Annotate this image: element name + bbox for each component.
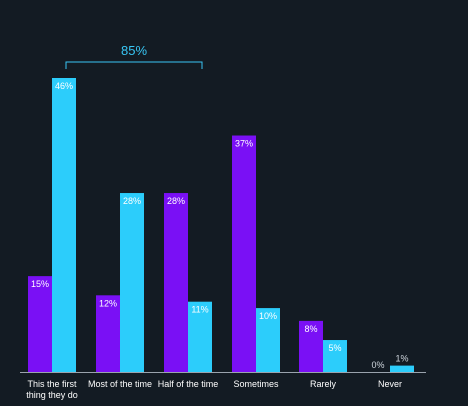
bar-s2-c2 [120, 193, 144, 372]
bar-s2-c1 [52, 78, 76, 372]
bar-s1-c1 [28, 276, 52, 372]
bar-label-s1-c5: 8% [304, 324, 317, 334]
bar-labels-layer: 15% 12% 28% 37% 8% 0% 46% 28% 11% 10% 5% 1% [31, 81, 409, 370]
bar-label-s1-c6: 0% [371, 360, 384, 370]
bar-label-s1-c1: 15% [31, 279, 49, 289]
category-label-3: Half of the time [158, 379, 219, 389]
category-label-6: Never [378, 379, 402, 389]
bar-s1-c5 [299, 320, 323, 372]
bars-layer [28, 78, 414, 372]
category-label-2: Most of the time [88, 379, 152, 389]
percentage-bracket: 85% [65, 43, 203, 69]
bar-label-s1-c3: 28% [167, 196, 185, 206]
category-label-1: This the first thing they do [26, 379, 78, 400]
bar-s1-c3 [164, 193, 188, 372]
bar-label-s2-c1: 46% [55, 81, 73, 91]
bar-s1-c2 [96, 295, 120, 372]
category-labels-layer: This the first thing they do Most of the t… [26, 379, 402, 400]
bracket-label: 85% [121, 43, 147, 58]
bar-s2-c3 [188, 301, 212, 372]
category-label-4: Sometimes [233, 379, 279, 389]
category-label-5: Rarely [310, 379, 337, 389]
bar-label-s1-c4: 37% [235, 139, 253, 149]
bar-s2-c6 [390, 365, 414, 372]
bar-label-s2-c5: 5% [328, 343, 341, 353]
bar-label-s2-c2: 28% [123, 196, 141, 206]
bar-s2-c5 [323, 340, 347, 372]
bracket-line [65, 61, 203, 69]
bar-s1-c4 [232, 135, 256, 372]
bar-s2-c4 [256, 308, 280, 372]
bar-label-s2-c6: 1% [395, 354, 408, 364]
bar-label-s1-c2: 12% [99, 298, 117, 308]
bar-label-s2-c4: 10% [259, 311, 277, 321]
bar-label-s2-c3: 11% [191, 305, 208, 315]
